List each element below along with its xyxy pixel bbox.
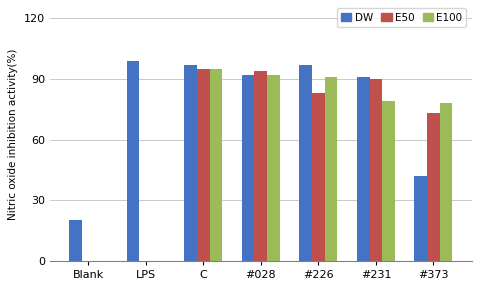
Bar (370, 79, 382, 261)
Bar (357, 77, 370, 261)
Bar (69, 220, 82, 261)
Bar (127, 61, 139, 261)
Bar (254, 71, 267, 261)
Bar (324, 77, 337, 261)
Bar (300, 65, 312, 261)
Legend: DW, E50, E100: DW, E50, E100 (337, 8, 467, 27)
Bar (382, 101, 395, 261)
Bar (427, 113, 440, 261)
Bar (267, 75, 280, 261)
Bar (184, 65, 197, 261)
Bar (210, 69, 222, 261)
Bar (242, 75, 254, 261)
Bar (440, 103, 453, 261)
Bar (415, 176, 427, 261)
Y-axis label: Nitric oxide inhibition activity(%): Nitric oxide inhibition activity(%) (8, 49, 18, 220)
Bar (197, 69, 210, 261)
Bar (312, 93, 324, 261)
